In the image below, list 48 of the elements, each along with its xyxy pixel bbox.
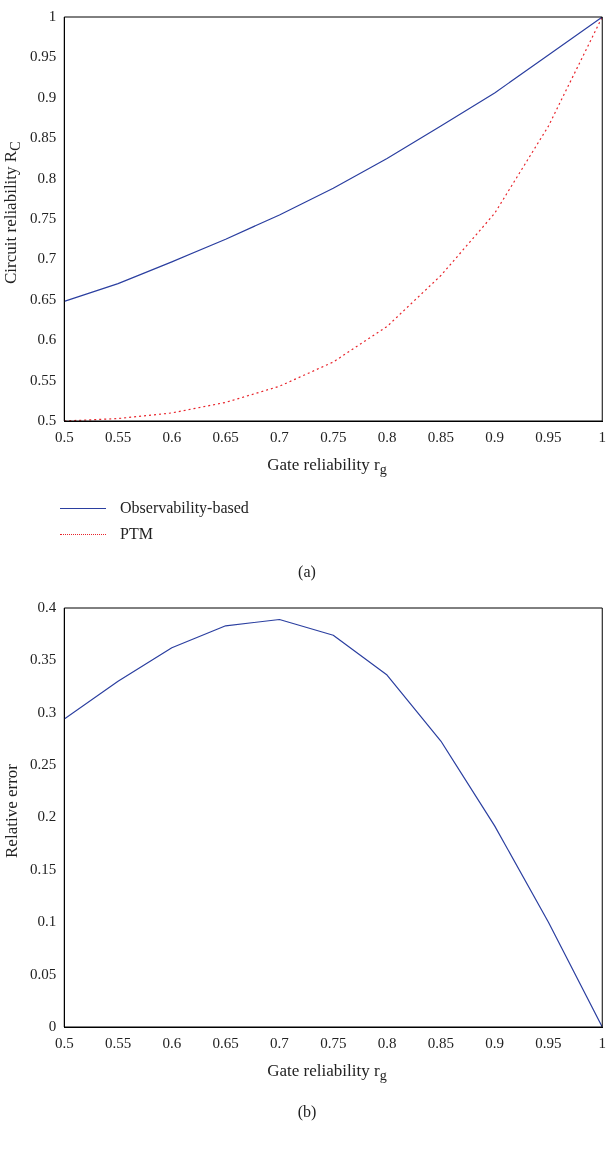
x-tick-label: 1 — [598, 428, 606, 445]
x-tick-label: 0.6 — [162, 428, 182, 445]
y-tick-label: 0.8 — [37, 169, 57, 186]
legend-label: Observability-based — [120, 499, 249, 517]
x-tick-label: 0.8 — [377, 1034, 397, 1051]
text: (a) — [297, 562, 317, 583]
x-tick-label: 0.7 — [270, 1034, 290, 1051]
y-tick-label: 1 — [48, 7, 57, 24]
y-tick-label: 0.75 — [30, 209, 57, 226]
y-tick-label: 0.15 — [30, 860, 57, 877]
x-tick-label: 0.55 — [104, 1034, 132, 1051]
legend-label: PTM — [120, 525, 153, 543]
y-tick-label: 0.4 — [37, 598, 57, 615]
y-tick-label: 0.55 — [30, 371, 57, 388]
text: (b) — [296, 1102, 318, 1123]
y-tick-label: 0.65 — [30, 290, 57, 307]
y-tick-label: 0.5 — [37, 411, 57, 428]
x-tick-label: 0.9 — [485, 1034, 505, 1051]
x-axis-title: Gate reliability r$_{g}$ — [266, 1061, 388, 1086]
y-tick-label: 0.1 — [37, 913, 57, 930]
x-axis-title: Gate reliability r$_{g}$ — [266, 455, 388, 480]
x-tick-label: 0.8 — [377, 428, 397, 445]
y-axis-title: Relative error — [2, 764, 22, 858]
x-tick-label: 0.75 — [320, 428, 347, 445]
y-tick-label: 0.25 — [30, 756, 57, 773]
x-tick-label: 0.95 — [535, 428, 562, 445]
x-tick-label: 0.95 — [535, 1034, 562, 1051]
x-tick-label: 0.65 — [212, 1034, 239, 1051]
y-tick-label: 0.2 — [37, 808, 57, 825]
x-tick-label: 0.55 — [104, 428, 132, 445]
y-tick-label: 0.9 — [37, 88, 57, 105]
y-tick-label: 0.6 — [37, 331, 57, 348]
y-tick-label: 0.35 — [30, 651, 57, 668]
x-tick-label: 0.65 — [212, 428, 239, 445]
y-tick-label: 0.7 — [37, 250, 57, 267]
x-tick-label: 0.6 — [162, 1034, 182, 1051]
line-series — [64, 17, 603, 421]
x-tick-label: 0.85 — [427, 1034, 454, 1051]
x-tick-label: 0.75 — [320, 1034, 347, 1051]
x-tick-label: 0.9 — [485, 428, 505, 445]
y-tick-label: 0.3 — [37, 703, 57, 720]
y-tick-label: 0.85 — [30, 129, 57, 146]
x-tick-label: 0.85 — [427, 428, 454, 445]
y-tick-label: 0 — [48, 1017, 57, 1034]
x-tick-label: 0.7 — [270, 428, 290, 445]
y-tick-label: 0.95 — [30, 48, 57, 65]
y-tick-label: 0.05 — [30, 965, 57, 982]
x-tick-label: 1 — [598, 1034, 606, 1051]
